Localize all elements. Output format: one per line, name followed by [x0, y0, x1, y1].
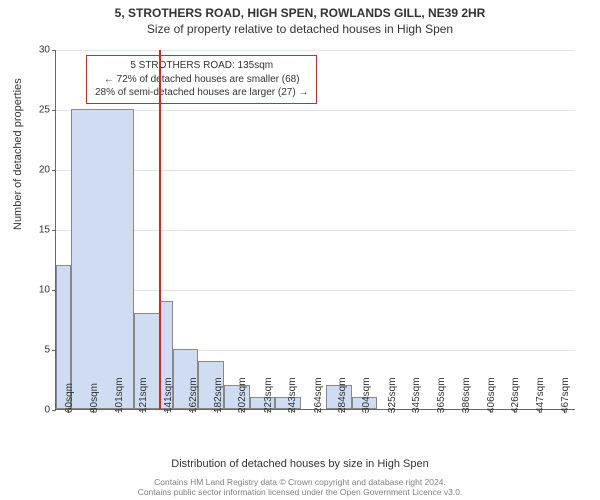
- ytick-mark: [52, 410, 56, 411]
- xtick-label: 80sqm: [89, 383, 100, 413]
- ytick-mark: [52, 170, 56, 171]
- xtick-label: 304sqm: [361, 377, 372, 413]
- xtick-label: 223sqm: [263, 377, 274, 413]
- xtick-label: 284sqm: [337, 377, 348, 413]
- footer-line1: Contains HM Land Registry data © Crown c…: [0, 477, 600, 488]
- ytick-mark: [52, 50, 56, 51]
- y-axis-label: Number of detached properties: [12, 78, 24, 230]
- xtick-label: 182sqm: [213, 377, 224, 413]
- annotation-line3: 28% of semi-detached houses are larger (…: [95, 86, 308, 100]
- xtick-label: 467sqm: [560, 377, 571, 413]
- x-axis-label: Distribution of detached houses by size …: [0, 458, 600, 470]
- xtick-label: 345sqm: [411, 377, 422, 413]
- xtick-label: 243sqm: [287, 377, 298, 413]
- xtick-label: 426sqm: [510, 377, 521, 413]
- xtick-label: 325sqm: [387, 377, 398, 413]
- xtick-label: 60sqm: [64, 383, 75, 413]
- xtick-label: 264sqm: [313, 377, 324, 413]
- xtick-label: 101sqm: [114, 377, 125, 413]
- annotation-box: 5 STROTHERS ROAD: 135sqm ← 72% of detach…: [86, 55, 317, 104]
- annotation-line1: 5 STROTHERS ROAD: 135sqm: [95, 59, 308, 73]
- xtick-label: 162sqm: [188, 377, 199, 413]
- title-address: 5, STROTHERS ROAD, HIGH SPEN, ROWLANDS G…: [0, 0, 600, 20]
- xtick-label: 406sqm: [486, 377, 497, 413]
- title-subtitle: Size of property relative to detached ho…: [0, 20, 600, 36]
- xtick-label: 365sqm: [436, 377, 447, 413]
- ytick-label: 0: [44, 405, 50, 416]
- xtick-label: 121sqm: [138, 377, 149, 413]
- footer-attribution: Contains HM Land Registry data © Crown c…: [0, 477, 600, 498]
- ytick-mark: [52, 110, 56, 111]
- footer-line2: Contains public sector information licen…: [0, 487, 600, 498]
- reference-line: [159, 50, 161, 409]
- ytick-label: 5: [44, 345, 50, 356]
- histogram-bar: [71, 109, 134, 409]
- chart-container: 5, STROTHERS ROAD, HIGH SPEN, ROWLANDS G…: [0, 0, 600, 500]
- ytick-label: 15: [39, 225, 50, 236]
- ytick-label: 10: [39, 285, 50, 296]
- ytick-label: 20: [39, 165, 50, 176]
- xtick-label: 386sqm: [461, 377, 472, 413]
- ytick-mark: [52, 230, 56, 231]
- xtick-label: 447sqm: [535, 377, 546, 413]
- plot-area: 5 STROTHERS ROAD: 135sqm ← 72% of detach…: [55, 50, 575, 410]
- annotation-line2: ← 72% of detached houses are smaller (68…: [95, 73, 308, 87]
- xtick-label: 141sqm: [163, 377, 174, 413]
- ytick-label: 25: [39, 105, 50, 116]
- xtick-label: 202sqm: [237, 377, 248, 413]
- gridline: [56, 50, 575, 51]
- ytick-label: 30: [39, 45, 50, 56]
